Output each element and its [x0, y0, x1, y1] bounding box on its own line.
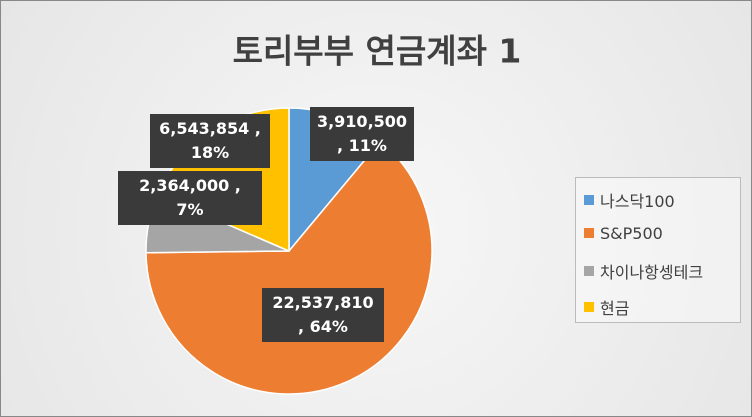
legend-entry: S&P500 [584, 224, 663, 243]
legend-label: 현금 [600, 298, 630, 318]
chart-title: 토리부부 연금계좌 1 [233, 32, 522, 71]
legend-swatch [584, 301, 594, 312]
legend-entry: 차이나항셍테크 [584, 259, 703, 283]
legend-swatch [584, 266, 594, 276]
legend-swatch [584, 195, 594, 205]
legend-label: 차이나항셍테크 [600, 263, 704, 282]
legend-entry: 나스닥100 [584, 188, 675, 212]
data-label: 3,910,500 , 11% [310, 107, 414, 161]
data-label: 6,543,854 , 18% [150, 114, 270, 168]
legend-swatch [584, 228, 594, 238]
data-label: 2,364,000 , 7% [118, 171, 262, 225]
data-label: 22,537,810 , 64% [262, 288, 384, 342]
legend-entry: 현금 [584, 295, 629, 319]
legend-label: 나스닥100 [600, 192, 675, 211]
legend-label: S&P500 [600, 223, 663, 243]
